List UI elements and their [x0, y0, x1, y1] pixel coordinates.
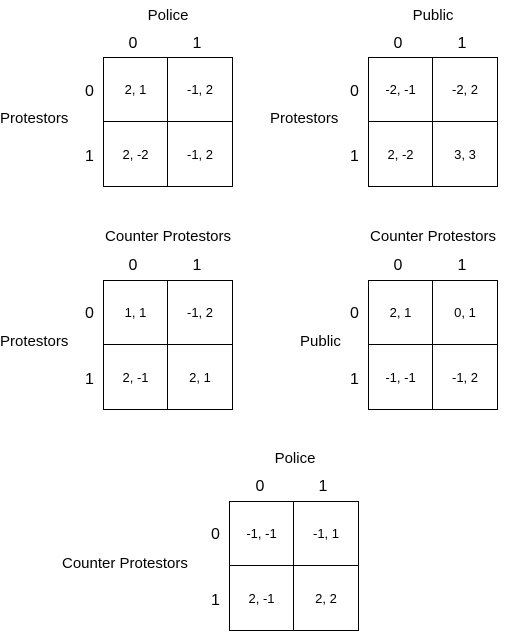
column-strategy-1: 1 [192, 35, 202, 52]
column-player-label: Counter Protestors [105, 228, 231, 245]
payoff-cell-1-1: 2, 1 [189, 369, 211, 385]
row-strategy-0: 0 [211, 526, 220, 543]
row-strategy-0: 0 [350, 305, 359, 322]
row-strategy-0: 0 [350, 83, 359, 100]
payoff-cell-1-0: -1, -1 [369, 345, 433, 409]
payoff-matrix: 2, 1 -1, 2 2, -2 -1, 2 [103, 57, 233, 187]
row-strategy-1: 1 [350, 371, 359, 388]
column-player-label: Police [147, 7, 189, 24]
payoff-matrix: 1, 1 -1, 2 2, -1 2, 1 [103, 280, 233, 410]
column-player-label: Police [274, 450, 316, 467]
payoff-cell-1-1: -1, 2 [451, 369, 478, 385]
row-player-label: Protestors [270, 110, 339, 127]
row-strategy-0: 0 [85, 83, 94, 100]
row-strategy-1: 1 [350, 148, 359, 165]
payoff-cell-1-0: 2, -1 [104, 345, 168, 409]
payoff-cell-1-1: -1, 2 [186, 146, 213, 162]
payoff-cell-0-1: -1, 1 [294, 502, 358, 566]
column-player-label: Counter Protestors [370, 228, 496, 245]
row-strategy-0: 0 [85, 305, 94, 322]
row-player-label: Public [300, 333, 341, 350]
payoff-cell-0-0: -1, -1 [230, 502, 294, 566]
column-strategy-0: 0 [255, 478, 265, 495]
payoff-cell-0-1: -1, 2 [168, 281, 232, 345]
payoff-cell-1-0: 2, -2 [104, 122, 168, 186]
payoff-cell-0-1: 0, 1 [433, 281, 497, 345]
payoff-cell-0-0: 2, 1 [104, 58, 168, 122]
column-strategy-0: 0 [393, 35, 403, 52]
payoff-cell-0-0: 1, 1 [104, 281, 168, 345]
payoff-matrix: 2, 1 0, 1 -1, -1 -1, 2 [368, 280, 498, 410]
payoff-cell-1-1: 3, 3 [454, 146, 476, 162]
column-strategy-1: 1 [457, 35, 467, 52]
column-strategy-0: 0 [393, 257, 403, 274]
payoff-cell-1-0: 2, -1 [230, 566, 294, 630]
payoff-cell-0-1: -1, 2 [168, 58, 232, 122]
row-player-label: Protestors [0, 333, 69, 350]
payoff-cell-1-0: 2, -2 [369, 122, 433, 186]
column-strategy-1: 1 [192, 257, 202, 274]
column-strategy-0: 0 [128, 35, 138, 52]
payoff-matrix: -2, -1 -2, 2 2, -2 3, 3 [368, 57, 498, 187]
payoff-matrix: -1, -1 -1, 1 2, -1 2, 2 [229, 501, 359, 631]
column-strategy-1: 1 [318, 478, 328, 495]
payoff-cell-0-0: -2, -1 [369, 58, 433, 122]
column-player-label: Public [412, 7, 454, 24]
column-strategy-0: 0 [128, 257, 138, 274]
payoff-cell-0-1: -2, 2 [433, 58, 497, 122]
row-strategy-1: 1 [211, 592, 220, 609]
column-strategy-1: 1 [457, 257, 467, 274]
payoff-cell-1-1: 2, 2 [315, 590, 337, 606]
row-strategy-1: 1 [85, 371, 94, 388]
row-strategy-1: 1 [85, 148, 94, 165]
row-player-label: Protestors [0, 110, 69, 127]
row-player-label: Counter Protestors [62, 555, 188, 572]
payoff-cell-0-0: 2, 1 [369, 281, 433, 345]
